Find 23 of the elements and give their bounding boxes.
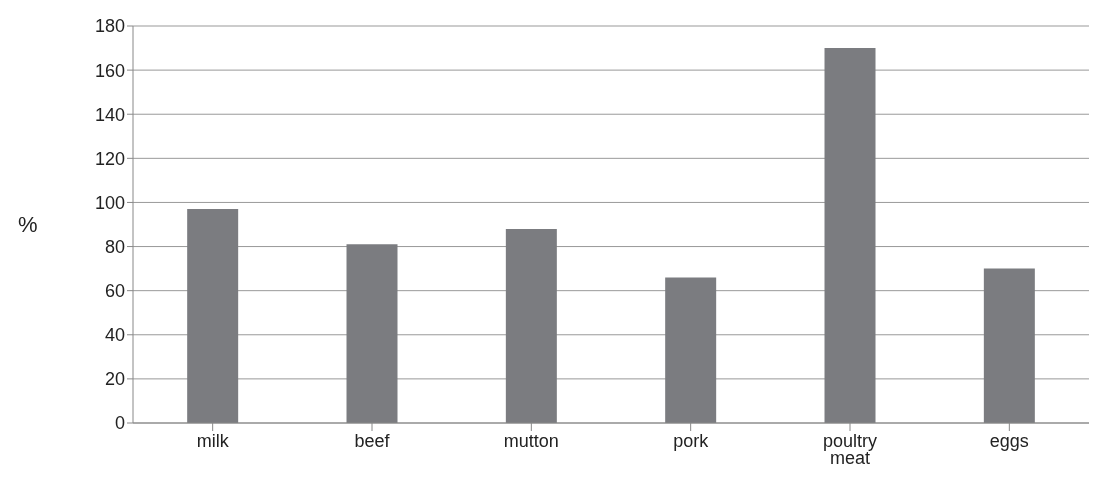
y-axis-title: % [18, 212, 38, 238]
y-tick-label: 160 [94, 60, 125, 81]
bar [665, 277, 717, 423]
x-tick-label: pork [673, 431, 710, 451]
y-tick-label: 140 [94, 104, 125, 125]
x-tick-label: eggs [989, 431, 1029, 451]
bar [346, 244, 398, 423]
y-tick-label: 60 [104, 281, 125, 302]
y-tick-label: 80 [104, 236, 125, 257]
bar [983, 268, 1035, 423]
bar [187, 209, 239, 423]
x-tick-label: milk [196, 431, 230, 451]
x-tick-label: beef [354, 431, 391, 451]
bar [505, 228, 557, 423]
bar [824, 48, 876, 423]
x-tick-label: mutton [503, 431, 559, 451]
y-tick-label: 100 [94, 192, 125, 213]
y-tick-label: 120 [94, 148, 125, 169]
y-tick-label: 180 [94, 16, 125, 37]
y-tick-label: 20 [104, 369, 125, 390]
y-tick-label: 40 [104, 325, 125, 346]
y-tick-label: 0 [114, 413, 125, 434]
x-tick-label: poultry meat [822, 431, 878, 468]
